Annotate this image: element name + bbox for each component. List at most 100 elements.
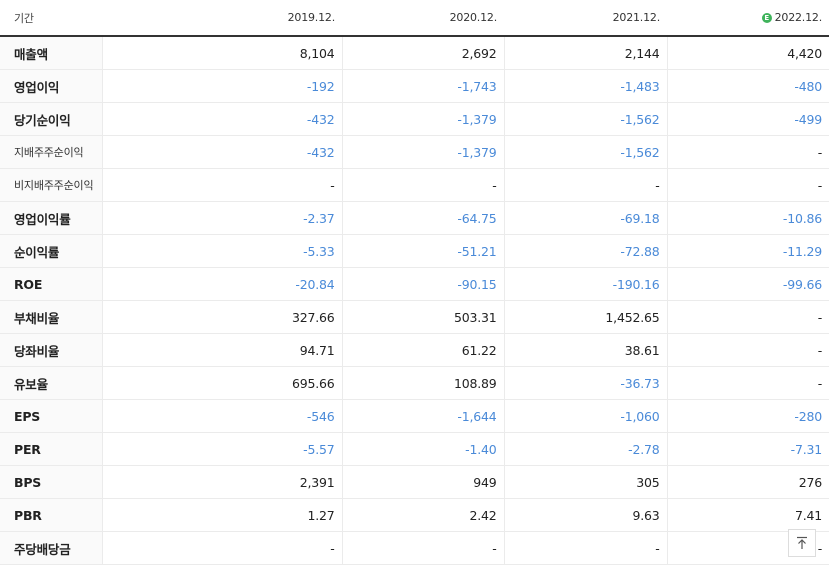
value-cell: - <box>101 531 342 565</box>
value-cell: -36.73 <box>503 366 667 400</box>
value-cell: - <box>666 366 829 400</box>
table-row: ROE -20.84 -90.15 -190.16 -99.66 <box>0 267 829 301</box>
table-row: EPS -546 -1,644 -1,060 -280 <box>0 399 829 433</box>
table-row: BPS 2,391 949 305 276 <box>0 465 829 499</box>
value-cell: -5.33 <box>101 234 342 268</box>
value-cell: - <box>503 168 667 202</box>
value-cell: -20.84 <box>101 267 342 301</box>
value-cell: 1,452.65 <box>503 300 667 334</box>
value-cell: -1,060 <box>503 399 667 433</box>
row-label: 영업이익률 <box>0 201 102 235</box>
value-cell: -99.66 <box>666 267 829 301</box>
value-cell: 949 <box>341 465 504 499</box>
value-cell: -192 <box>101 69 342 103</box>
value-cell: -1,379 <box>341 135 504 169</box>
value-cell: -432 <box>101 135 342 169</box>
value-cell: -7.31 <box>666 432 829 466</box>
value-cell: 2,391 <box>101 465 342 499</box>
row-label: 주당배당금 <box>0 531 102 565</box>
value-cell: 4,420 <box>666 36 829 70</box>
row-label: 유보율 <box>0 366 102 400</box>
value-cell: -280 <box>666 399 829 433</box>
value-cell: - <box>101 168 342 202</box>
value-cell: -480 <box>666 69 829 103</box>
table-row: 매출액 8,104 2,692 2,144 4,420 <box>0 36 829 70</box>
value-cell: - <box>341 168 504 202</box>
table-row: PER -5.57 -1.40 -2.78 -7.31 <box>0 432 829 466</box>
value-cell: 7.41 <box>666 498 829 532</box>
estimate-badge-icon: E <box>761 13 772 23</box>
value-cell: -2.37 <box>101 201 342 235</box>
value-cell: 94.71 <box>101 333 342 367</box>
row-label: 영업이익 <box>0 69 102 103</box>
value-cell: -1,562 <box>503 135 667 169</box>
value-cell: 276 <box>666 465 829 499</box>
value-cell: - <box>503 531 667 565</box>
value-cell: -90.15 <box>341 267 504 301</box>
period-column-header: 2019.12. <box>102 0 342 37</box>
table-row: 영업이익 -192 -1,743 -1,483 -480 <box>0 69 829 103</box>
value-cell: 8,104 <box>101 36 342 70</box>
value-cell: -11.29 <box>666 234 829 268</box>
value-cell: -10.86 <box>666 201 829 235</box>
row-label: 순이익률 <box>0 234 102 268</box>
value-cell: 2,144 <box>503 36 667 70</box>
row-label: ROE <box>0 267 102 301</box>
value-cell: 108.89 <box>341 366 504 400</box>
row-label: PER <box>0 432 102 466</box>
value-cell: -1.40 <box>341 432 504 466</box>
value-cell: -1,379 <box>341 102 504 136</box>
value-cell: -2.78 <box>503 432 667 466</box>
value-cell: 38.61 <box>503 333 667 367</box>
table-row: 지배주주순이익 -432 -1,379 -1,562- <box>0 135 829 169</box>
value-cell: - <box>666 333 829 367</box>
period-column-header-estimate: E 2022.12. <box>667 0 829 37</box>
value-cell: 2.42 <box>341 498 504 532</box>
value-cell: 9.63 <box>503 498 667 532</box>
table-row: 유보율 695.66 108.89 -36.73- <box>0 366 829 400</box>
row-label: 당좌비율 <box>0 333 102 367</box>
value-cell: -5.57 <box>101 432 342 466</box>
value-cell: -1,562 <box>503 102 667 136</box>
value-cell: - <box>341 531 504 565</box>
table-row: PBR 1.27 2.42 9.63 7.41 <box>0 498 829 532</box>
value-cell: -64.75 <box>341 201 504 235</box>
row-label: BPS <box>0 465 102 499</box>
row-label: EPS <box>0 399 102 433</box>
table-row: 부채비율 327.66 503.31 1,452.65- <box>0 300 829 334</box>
value-cell: -1,483 <box>503 69 667 103</box>
value-cell: -1,743 <box>341 69 504 103</box>
value-cell: 327.66 <box>101 300 342 334</box>
value-cell: - <box>666 135 829 169</box>
value-cell: -432 <box>101 102 342 136</box>
arrow-up-to-line-icon <box>797 536 807 549</box>
period-column-header: 2021.12. <box>504 0 667 37</box>
period-column-label: 2022.12. <box>774 11 823 24</box>
table-row: 주당배당금 - - - - <box>0 531 829 565</box>
value-cell: -72.88 <box>503 234 667 268</box>
header-row: 기간 2019.12. 2020.12. 2021.12. E 2022.12. <box>0 0 829 37</box>
period-header-label: 기간 <box>0 0 102 37</box>
value-cell: - <box>666 300 829 334</box>
row-label: PBR <box>0 498 102 532</box>
table-row: 당기순이익 -432 -1,379 -1,562 -499 <box>0 102 829 136</box>
value-cell: -546 <box>101 399 342 433</box>
table-row: 비지배주주순이익 - - - - <box>0 168 829 202</box>
value-cell: -51.21 <box>341 234 504 268</box>
value-cell: - <box>666 168 829 202</box>
table-row: 영업이익률 -2.37 -64.75 -69.18 -10.86 <box>0 201 829 235</box>
value-cell: 61.22 <box>341 333 504 367</box>
row-label: 매출액 <box>0 36 102 70</box>
period-column-header: 2020.12. <box>342 0 504 37</box>
row-label: 지배주주순이익 <box>0 135 102 169</box>
value-cell: -69.18 <box>503 201 667 235</box>
table-row: 순이익률 -5.33 -51.21 -72.88 -11.29 <box>0 234 829 268</box>
value-cell: -190.16 <box>503 267 667 301</box>
scroll-to-top-button[interactable] <box>788 529 816 557</box>
value-cell: 1.27 <box>101 498 342 532</box>
table-row: 당좌비율 94.71 61.22 38.61- <box>0 333 829 367</box>
row-label: 비지배주주순이익 <box>0 168 102 202</box>
row-label: 부채비율 <box>0 300 102 334</box>
value-cell: 695.66 <box>101 366 342 400</box>
